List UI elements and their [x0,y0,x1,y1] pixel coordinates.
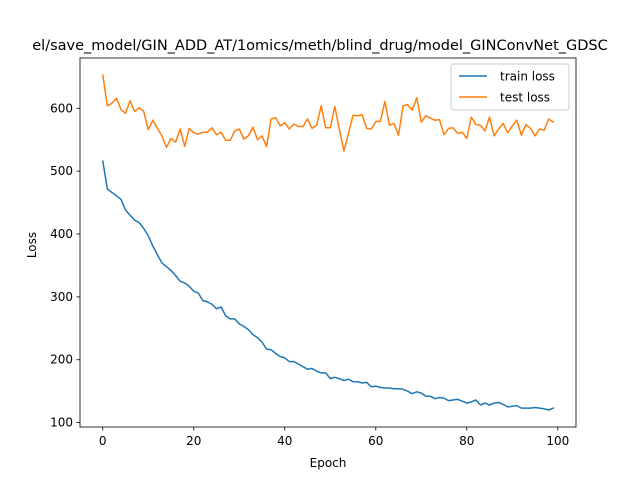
series-line-train-loss [101,160,555,411]
x-axis: 0 20 40 60 80 100 [99,427,569,448]
x-tick-label: 20 [186,434,201,448]
y-tick-label: 500 [50,164,73,178]
y-axis: 100 200 300 400 500 600 [50,101,80,430]
chart-title: el/save_model/GIN_ADD_AT/1omics/meth/bli… [32,38,607,54]
legend: train loss test loss [450,63,570,111]
y-tick-label: 100 [50,416,73,430]
plot-area [79,57,577,428]
x-axis-label: Epoch [310,456,347,470]
x-tick-label: 80 [459,434,474,448]
y-tick-label: 300 [50,290,73,304]
y-tick-label: 600 [50,101,73,115]
y-axis-label: Loss [25,232,39,258]
x-tick-label: 60 [368,434,383,448]
y-tick-label: 200 [50,353,73,367]
x-tick-label: 40 [277,434,292,448]
legend-label: test loss [500,91,550,105]
plot-frame [79,57,577,428]
x-tick-label: 0 [99,434,107,448]
x-tick-label: 100 [546,434,569,448]
y-tick-label: 400 [50,227,73,241]
legend-label: train loss [500,70,555,84]
series-line-test-loss [101,74,555,152]
